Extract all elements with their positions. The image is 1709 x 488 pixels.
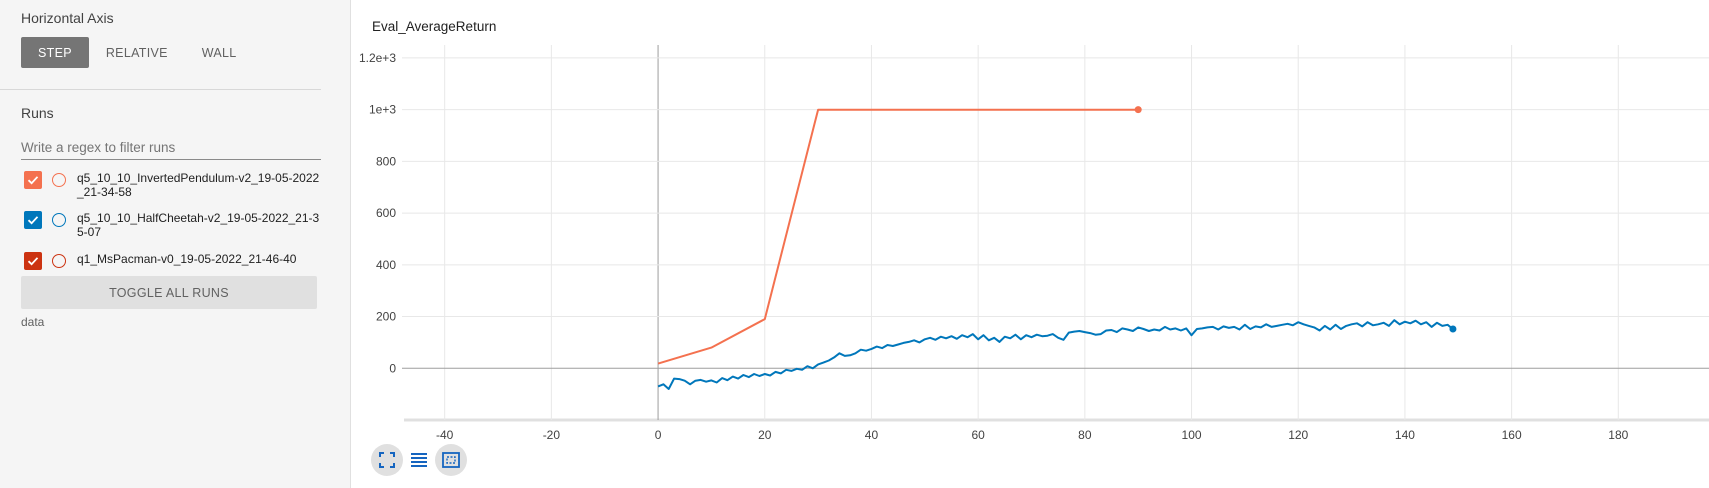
run-checkbox[interactable]	[24, 171, 42, 189]
run-checkbox[interactable]	[24, 252, 42, 270]
check-icon	[27, 216, 39, 225]
run-item: q1_MsPacman-v0_19-05-2022_21-46-40	[24, 252, 324, 270]
x-tick-label: 100	[1182, 428, 1202, 440]
y-tick-label: 1.2e+3	[359, 51, 396, 65]
series-endpoint	[1449, 325, 1457, 333]
x-tick-label: 140	[1395, 428, 1415, 440]
run-color-swatch[interactable]	[52, 213, 66, 227]
fit-domain-button[interactable]	[371, 444, 403, 476]
run-name: q5_10_10_HalfCheetah-v2_19-05-2022_21-35…	[77, 211, 320, 239]
x-tick-label: 60	[971, 428, 985, 440]
check-icon	[27, 257, 39, 266]
log-scale-button[interactable]	[403, 444, 435, 476]
data-selection-icon	[442, 452, 460, 468]
x-tick-label: -20	[543, 428, 561, 440]
series-line	[657, 319, 1454, 390]
x-tick-label: -40	[436, 428, 454, 440]
y-tick-label: 1e+3	[369, 103, 396, 117]
series-endpoint	[1134, 106, 1142, 114]
fit-domain-icon	[379, 452, 395, 468]
step-axis-button[interactable]: STEP	[21, 37, 89, 68]
y-tick-label: 600	[376, 206, 396, 220]
run-item: q5_10_10_HalfCheetah-v2_19-05-2022_21-35…	[24, 211, 324, 239]
x-tick-label: 0	[655, 428, 662, 440]
x-tick-label: 80	[1078, 428, 1092, 440]
toggle-all-runs-button[interactable]: TOGGLE ALL RUNS	[21, 276, 317, 309]
sidebar-divider	[0, 89, 321, 90]
run-item: q5_10_10_InvertedPendulum-v2_19-05-2022_…	[24, 171, 324, 199]
main-panel: Eval_AverageReturn -40 -20 0 20 40 60 80 100 120…	[352, 0, 1709, 488]
x-tick-label: 40	[865, 428, 879, 440]
y-tick-label: 400	[376, 258, 396, 272]
wall-axis-button[interactable]: WALL	[201, 45, 237, 60]
run-color-swatch[interactable]	[52, 173, 66, 187]
relative-axis-button[interactable]: RELATIVE	[105, 45, 168, 60]
horizontal-axis-title: Horizontal Axis	[21, 10, 114, 26]
run-color-swatch[interactable]	[52, 254, 66, 268]
y-tick-label: 200	[376, 310, 396, 324]
run-filter-input[interactable]	[21, 136, 321, 160]
line-chart[interactable]: -40 -20 0 20 40 60 80 100 120 140 160 180 0 200 400 600…	[352, 0, 1709, 440]
y-tick-label: 0	[389, 361, 396, 375]
chart-title: Eval_AverageReturn	[372, 19, 497, 34]
sidebar: Horizontal Axis STEP RELATIVE WALL Runs …	[0, 0, 351, 488]
data-dir-label: data	[21, 315, 45, 329]
log-scale-icon	[411, 453, 427, 467]
runs-title: Runs	[21, 105, 54, 121]
y-tick-label: 800	[376, 154, 396, 168]
x-tick-label: 120	[1288, 428, 1308, 440]
data-selection-button[interactable]	[435, 444, 467, 476]
series-line	[657, 108, 1139, 365]
x-tick-label: 180	[1608, 428, 1628, 440]
run-name: q1_MsPacman-v0_19-05-2022_21-46-40	[77, 252, 297, 266]
axis-button-group: STEP RELATIVE WALL	[21, 37, 254, 68]
x-tick-label: 20	[758, 428, 772, 440]
check-icon	[27, 176, 39, 185]
x-tick-label: 160	[1502, 428, 1522, 440]
run-checkbox[interactable]	[24, 211, 42, 229]
run-name: q5_10_10_InvertedPendulum-v2_19-05-2022_…	[77, 171, 320, 199]
